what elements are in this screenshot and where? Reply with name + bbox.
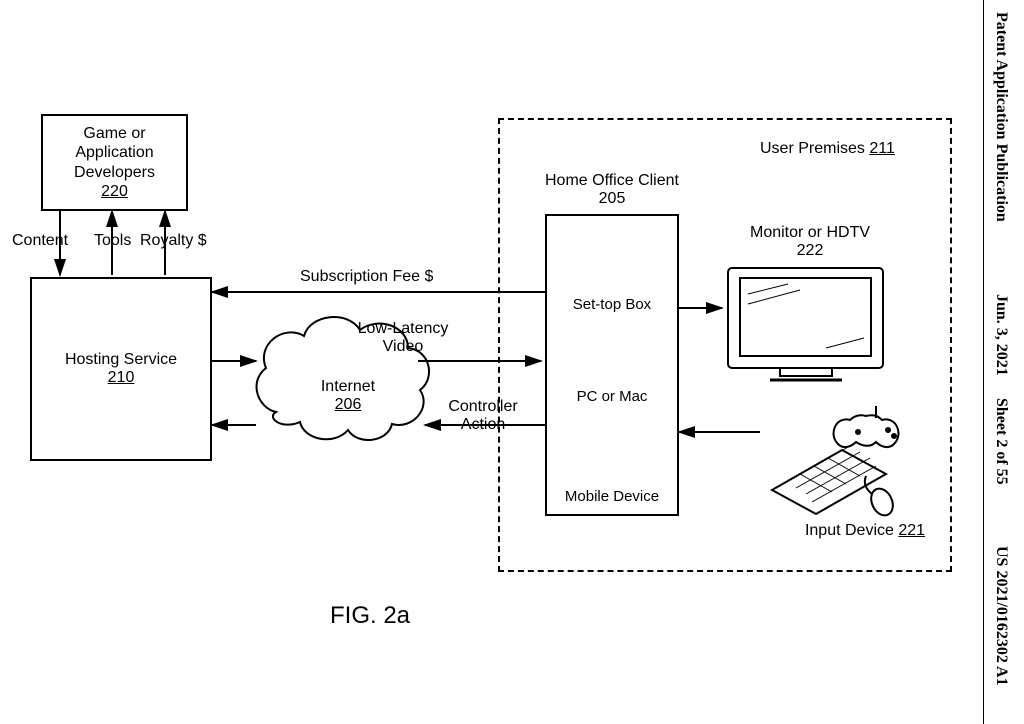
developers-box: Game or Application Developers 220 (41, 114, 188, 211)
content-edge-label: Content (12, 232, 68, 250)
input-device-label: Input Device 221 (790, 522, 940, 540)
mobile-label: Mobile Device (547, 488, 677, 505)
figure-caption: FIG. 2a (330, 602, 410, 630)
subfee-edge-label: Subscription Fee $ (300, 268, 433, 286)
pcmac-label: PC or Mac (547, 388, 677, 405)
client-box: Set-top Box PC or Mac Mobile Device (545, 214, 679, 516)
monitor-icon (728, 268, 883, 380)
keyboard-icon (772, 446, 886, 514)
royalty-edge-label: Royalty $ (140, 232, 207, 250)
monitor-label: Monitor or HDTV 222 (740, 224, 880, 260)
client-title: Home Office Client 205 (532, 172, 692, 208)
settop-label: Set-top Box (547, 296, 677, 313)
controller-edge-label: Controller Action (438, 398, 528, 434)
lowlatency-edge-label: Low-Latency Video (348, 320, 458, 356)
tools-edge-label: Tools (94, 232, 131, 250)
hosting-box: Hosting Service 210 (30, 277, 212, 461)
gamepad-icon (834, 406, 899, 447)
page: Patent Application Publication Jun. 3, 2… (0, 0, 1024, 724)
internet-label: Internet 206 (308, 378, 388, 414)
